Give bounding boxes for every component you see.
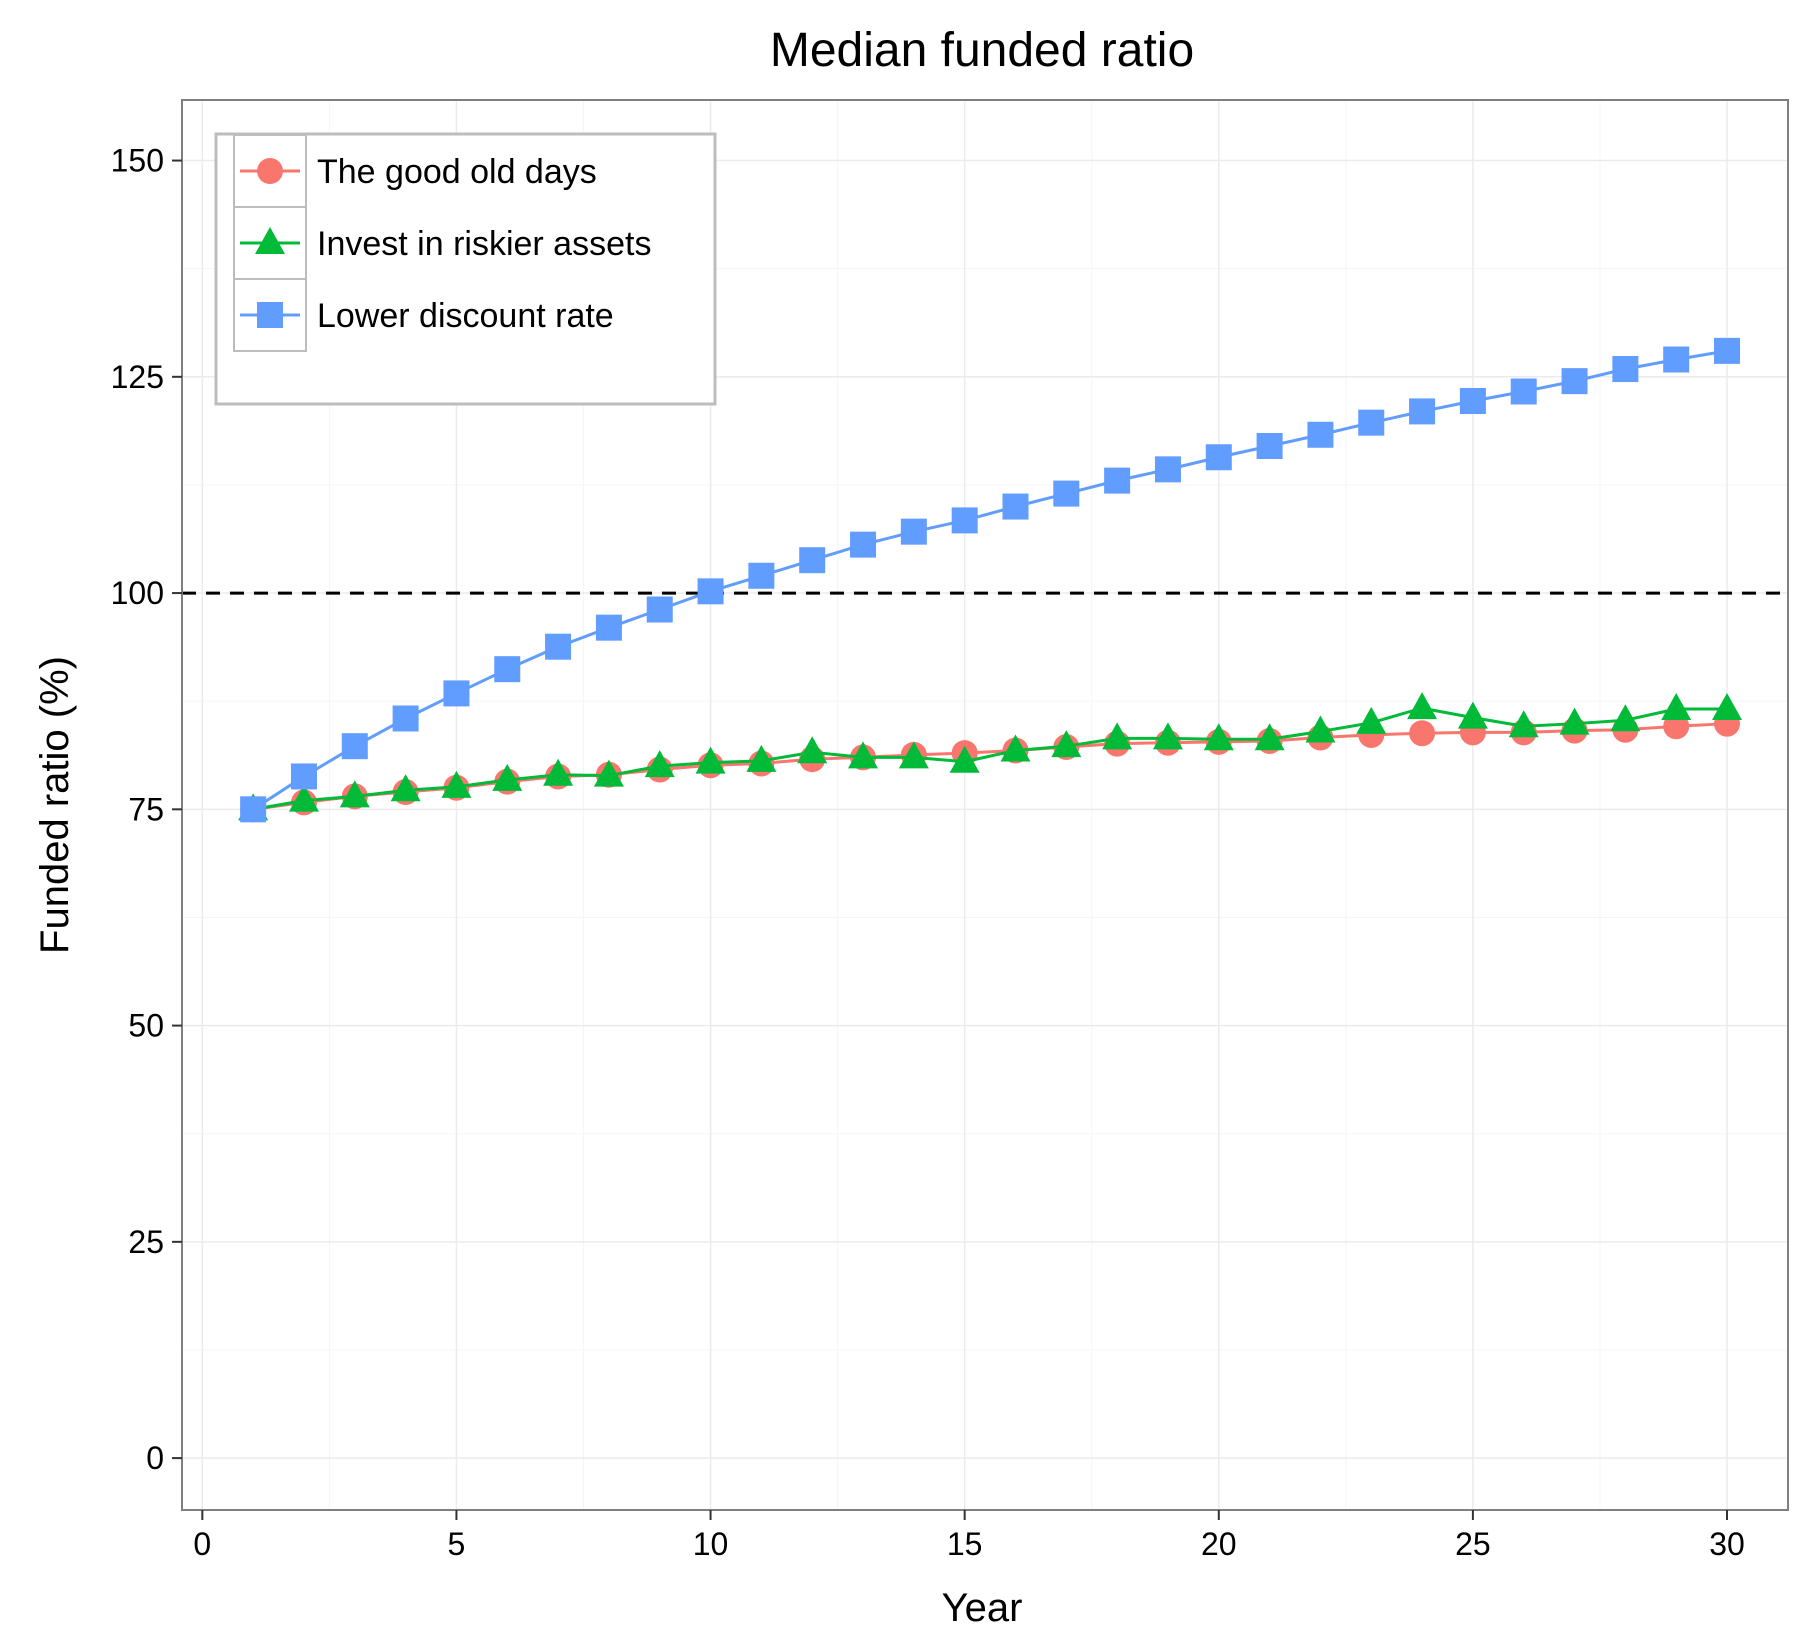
data-point xyxy=(1000,734,1031,762)
data-point xyxy=(1256,433,1283,460)
legend-item-2: Lower discount rate xyxy=(233,278,614,352)
data-point xyxy=(1409,720,1436,747)
data-point xyxy=(1610,704,1641,732)
data-point xyxy=(339,780,370,808)
data-point xyxy=(240,796,267,823)
data-point xyxy=(748,562,775,589)
data-point xyxy=(1307,421,1334,448)
data-point xyxy=(900,518,927,545)
x-axis-label: Year xyxy=(942,1586,1023,1630)
y-tick-label: 0 xyxy=(146,1440,164,1476)
y-tick-label: 25 xyxy=(128,1224,164,1260)
data-point xyxy=(443,680,470,707)
data-point xyxy=(1203,723,1234,751)
data-point xyxy=(1457,701,1488,729)
legend-label: The good old days xyxy=(317,153,597,191)
data-point xyxy=(646,596,673,623)
data-point xyxy=(392,705,419,732)
data-point xyxy=(697,578,724,605)
y-tick-label: 100 xyxy=(111,575,164,611)
x-tick-label: 15 xyxy=(947,1526,983,1562)
series-2 xyxy=(240,337,1741,823)
data-point xyxy=(492,763,523,791)
data-point xyxy=(545,633,572,660)
data-point xyxy=(341,733,368,760)
data-point xyxy=(1051,730,1082,758)
data-point xyxy=(949,745,980,773)
data-point xyxy=(1661,692,1692,720)
axes: 0 5 10 15 20 25 30 0 25 50 75 100 125 150 xyxy=(111,143,1745,1562)
legend-label: Invest in riskier assets xyxy=(317,225,651,263)
data-point xyxy=(1358,409,1385,436)
data-point xyxy=(494,656,521,683)
data-point xyxy=(543,758,574,786)
data-point xyxy=(1663,346,1690,373)
data-point xyxy=(1053,480,1080,507)
series-1 xyxy=(238,692,1743,821)
data-point xyxy=(898,741,929,769)
x-tick-label: 30 xyxy=(1709,1526,1745,1562)
data-point xyxy=(593,759,624,787)
data-point xyxy=(1205,444,1232,471)
data-point xyxy=(695,746,726,774)
x-tick-label: 0 xyxy=(193,1526,211,1562)
x-tick-label: 25 xyxy=(1455,1526,1491,1562)
legend-key-marker xyxy=(255,227,285,254)
legend: The good old days Invest in riskier asset… xyxy=(214,132,717,406)
data-point xyxy=(1409,398,1436,425)
data-point xyxy=(1152,722,1183,750)
series-group xyxy=(238,337,1743,823)
data-point xyxy=(1459,388,1486,415)
data-point xyxy=(1714,337,1741,364)
series-line xyxy=(252,706,1728,811)
data-point xyxy=(799,547,826,574)
data-point xyxy=(441,770,472,798)
legend-key-marker xyxy=(257,158,283,184)
data-point xyxy=(1254,723,1285,751)
y-tick-label: 50 xyxy=(128,1008,164,1044)
legend-item-0: The good old days xyxy=(233,134,597,208)
x-tick-label: 20 xyxy=(1201,1526,1237,1562)
data-point xyxy=(390,774,421,802)
data-point xyxy=(848,741,879,769)
data-point xyxy=(1712,692,1743,720)
legend-key-marker xyxy=(257,302,283,328)
data-point xyxy=(1510,378,1537,405)
data-point xyxy=(290,763,317,790)
data-point xyxy=(797,736,828,764)
data-point xyxy=(951,507,978,534)
plot-panel-border xyxy=(181,99,1789,1511)
data-point xyxy=(1561,368,1588,395)
x-tick-label: 5 xyxy=(448,1526,466,1562)
series-line xyxy=(252,722,1728,811)
y-axis-label: Funded ratio (%) xyxy=(33,656,77,954)
y-tick-label: 125 xyxy=(111,359,164,395)
data-point xyxy=(1508,710,1539,738)
y-tick-label: 75 xyxy=(128,791,164,827)
data-point xyxy=(1104,467,1131,494)
x-tick-label: 10 xyxy=(693,1526,729,1562)
data-point xyxy=(850,531,877,558)
data-point xyxy=(1102,722,1133,750)
data-point xyxy=(1612,356,1639,383)
legend-label: Lower discount rate xyxy=(317,297,614,335)
data-point xyxy=(746,744,777,772)
data-point xyxy=(1154,456,1181,483)
chart-title: Median funded ratio xyxy=(770,24,1194,77)
data-point xyxy=(1407,692,1438,720)
series-line xyxy=(252,349,1728,811)
y-tick-label: 150 xyxy=(111,143,164,179)
data-point xyxy=(1305,715,1336,743)
data-point xyxy=(1356,706,1387,734)
legend-item-1: Invest in riskier assets xyxy=(233,206,651,280)
data-point xyxy=(595,614,622,641)
data-point xyxy=(288,784,319,812)
data-point xyxy=(644,750,675,778)
data-point xyxy=(1002,493,1029,520)
data-point xyxy=(1559,707,1590,735)
